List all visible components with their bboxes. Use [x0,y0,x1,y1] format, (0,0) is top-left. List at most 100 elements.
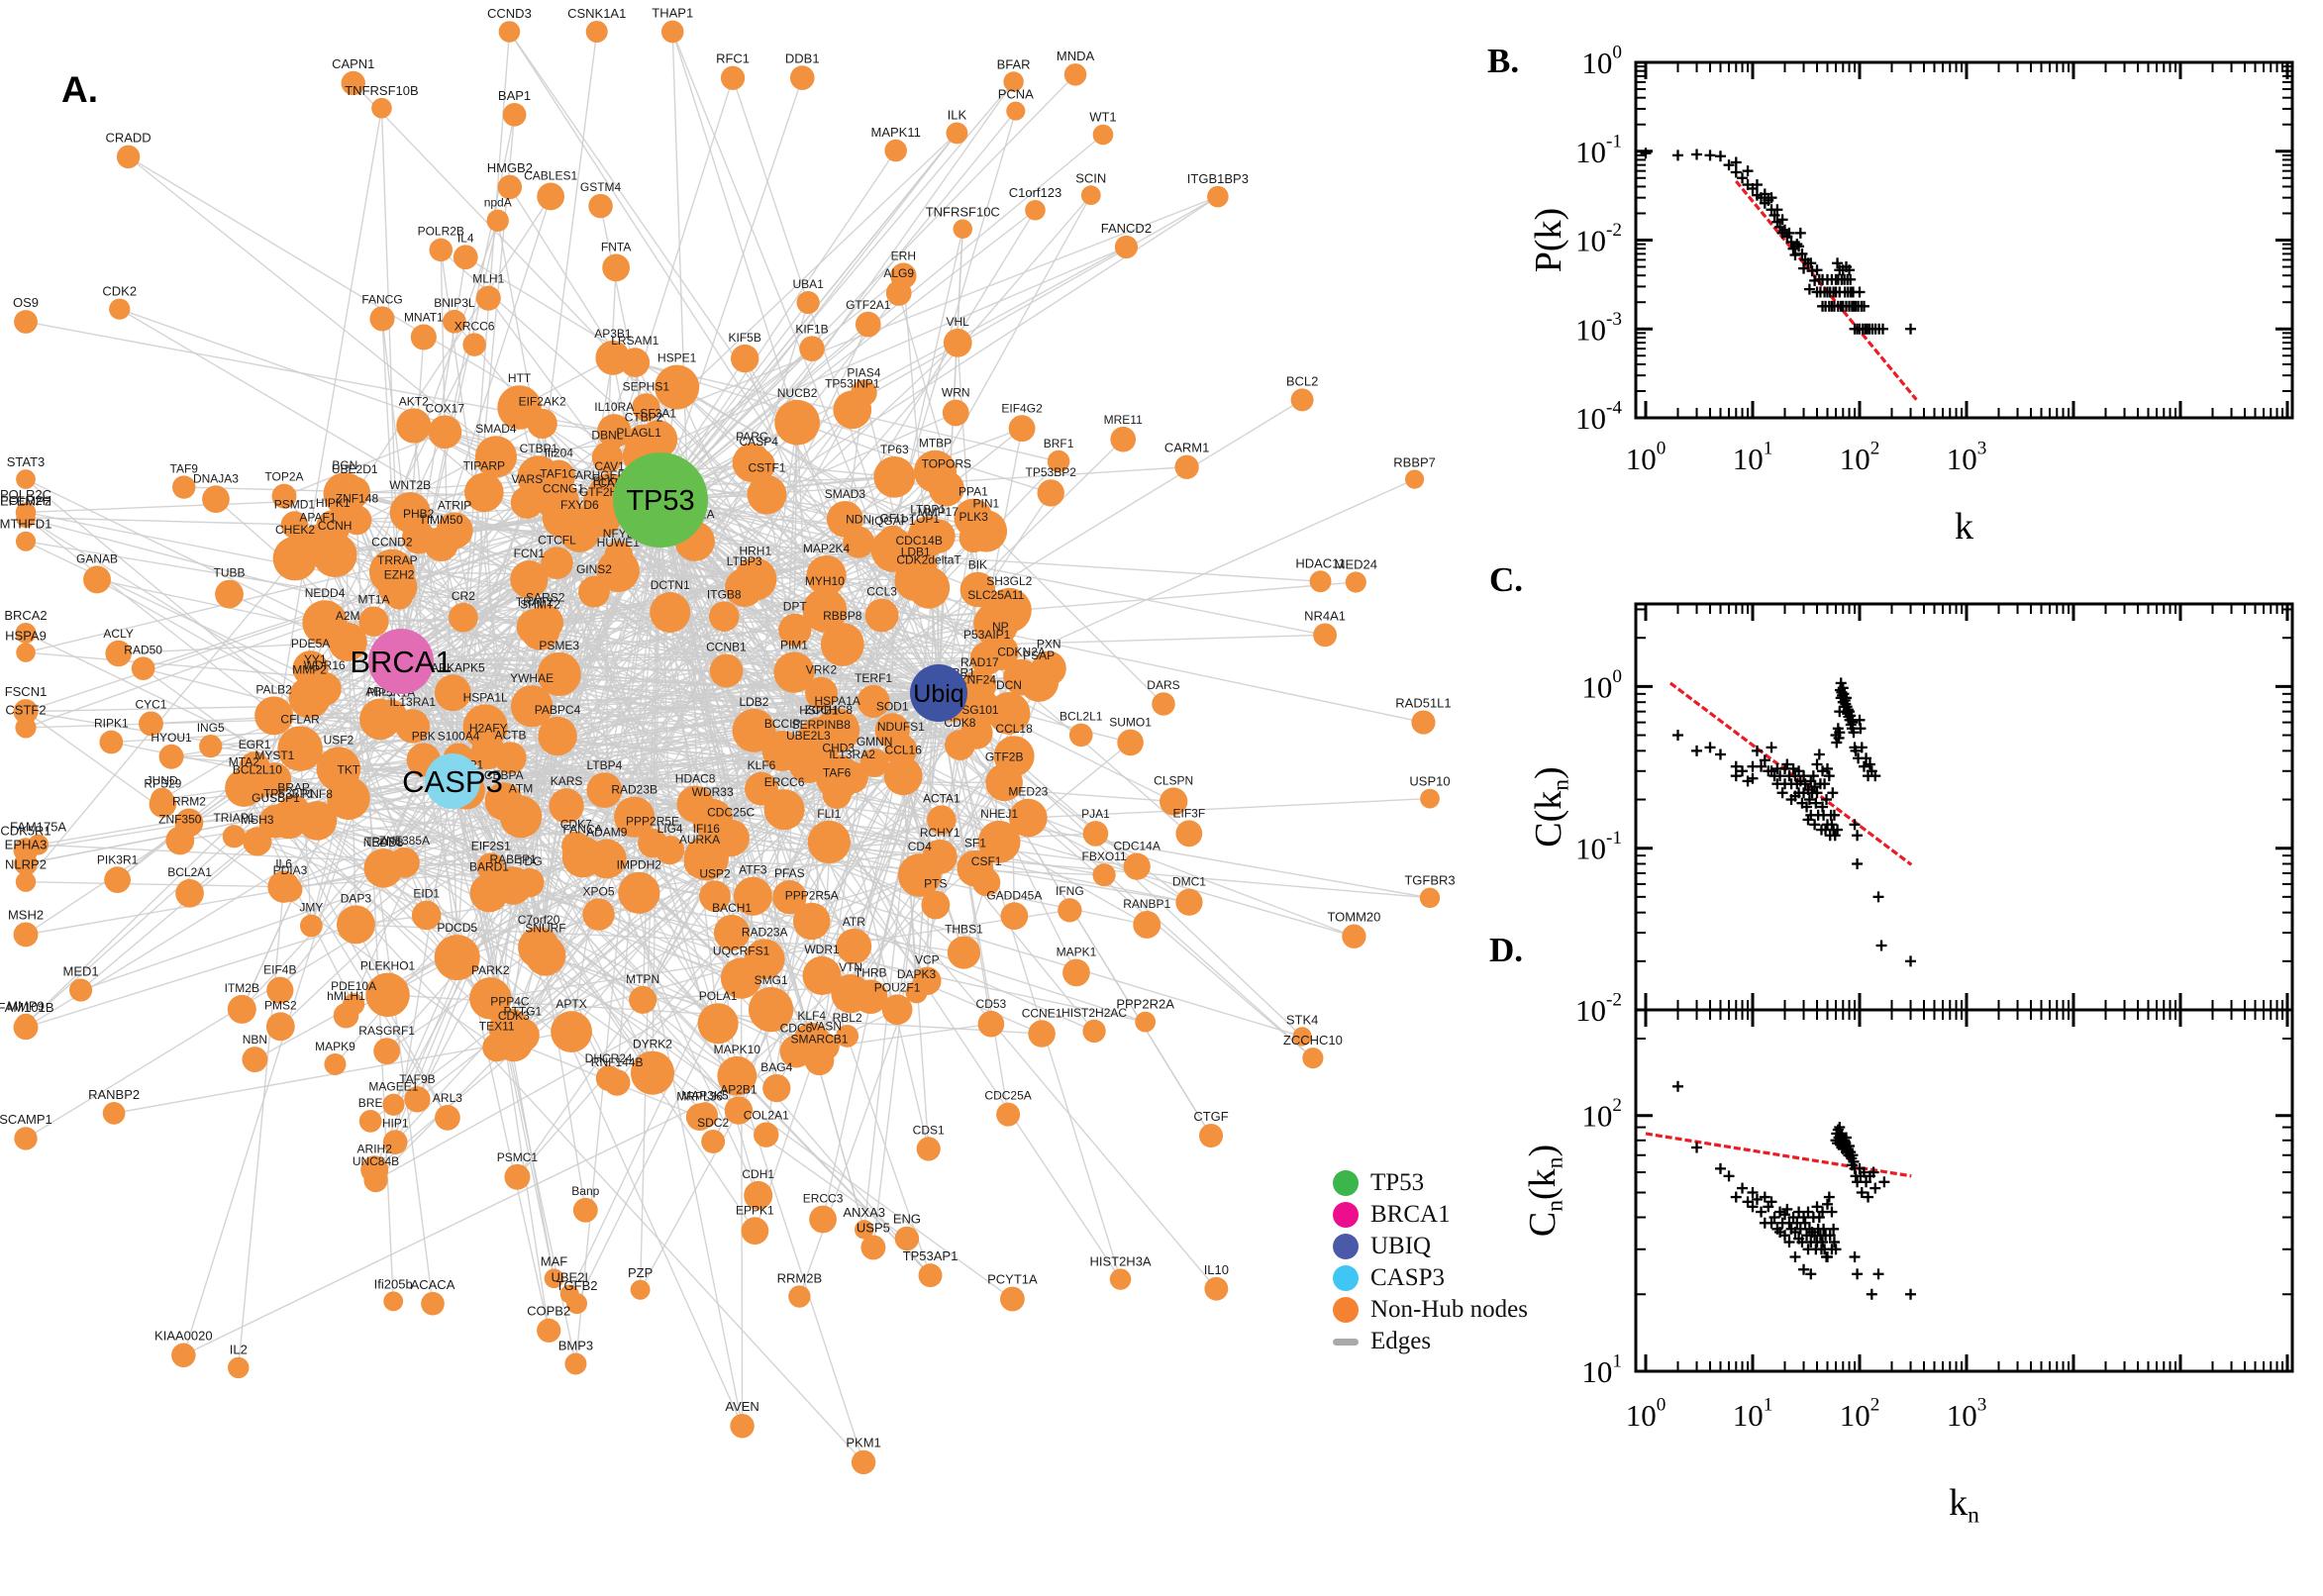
network-node-label: CDC25C [707,806,755,820]
network-node [1000,902,1029,931]
network-node-label: PIAS4 [847,366,880,380]
network-node [1290,388,1314,412]
network-node [1152,692,1175,716]
network-node [870,528,916,572]
network-node [1204,1276,1229,1301]
network-node [744,939,785,980]
network-node-label: WRN [942,386,970,400]
network-node-label: DAP3 [341,891,372,905]
network-node-label: hMLH1 [327,989,365,1003]
network-node-label: PPP2R5A [785,889,839,903]
tick-label: 103 [1947,1395,1987,1434]
network-node [462,333,486,356]
network-node [13,838,39,863]
network-node-label: PPP4C [490,995,530,1009]
network-node-label: TDG [517,854,542,868]
network-node-label: CAV1 [594,459,625,473]
network-node [972,867,1001,897]
network-node-label: NEDD4 [305,586,346,600]
network-node-label: PFAS [774,866,805,880]
network-node [116,145,141,169]
network-edge [671,31,701,862]
network-node-label: NDUFS1 [877,720,925,734]
network-node [493,866,533,905]
network-node-label: BARD1 [469,860,509,874]
network-edge [484,726,654,1073]
network-node [586,839,627,879]
network-node-label: CDK8 [944,716,975,730]
network-edge [796,422,936,472]
network-node-label: TP53BP2 [1026,465,1077,479]
network-node [918,1263,943,1288]
network-node-label: LDB1 [901,546,931,559]
network-node-label: POLR2B [418,225,464,239]
network-edge [671,31,940,694]
network-node-label: TRRAP [377,553,418,567]
legend-label: CASP3 [1370,1264,1446,1291]
network-node-label: MAGEE1 [368,1080,418,1094]
network-node-label: TOPORS [922,456,971,470]
network-node-label: YWHAE [510,671,554,685]
network-node [655,364,700,410]
network-node-label: APTX [556,997,586,1011]
network-node-label: ZNF385A [379,834,430,848]
network-node-label: CYC1 [135,697,166,711]
network-node-label: AVEN [725,1399,758,1414]
network-node [327,776,370,821]
network-node [434,674,471,712]
network-node-label: TERF1 [855,671,892,685]
network-node-label: RRM2 [172,795,206,809]
network-edge [25,780,454,864]
network-node-label: CCL18 [995,722,1033,736]
network-node-label: IL10 [1204,1262,1229,1277]
network-node-label: ACACA [411,1277,455,1292]
network-node-label: POLR2H [0,493,51,508]
network-node-label: RASGRF1 [358,1024,415,1038]
tick-label: 10-2 [1575,220,1622,258]
network-node-label: SARS2 [526,591,565,605]
tick-label: 101 [1581,1351,1622,1390]
network-node [943,328,972,357]
network-node-label: EFEMP2 [0,494,51,509]
network-node [960,571,996,608]
network-node-label: MLH1 [472,272,504,286]
network-node-label: CCNE1 [1022,1006,1062,1020]
network-node [131,656,155,680]
network-node [650,592,691,633]
network-node [243,827,272,856]
network-node-label: LTBP4 [587,758,623,772]
network-node-label: PIN1 [973,496,1000,510]
network-node-label: NDN [846,513,871,527]
network-node-label: CCNG1 [543,481,584,495]
network-node-label: CCND3 [487,6,532,21]
network-node-label: IL13RA2 [829,748,875,761]
network-node [215,579,244,609]
network-edge [317,820,607,860]
network-node-label: FBXO11 [1082,849,1127,863]
network-node-label: KLF6 [748,758,776,772]
network-node-label: BNIP3L [434,296,475,310]
network-node-label: USP5 [857,1220,890,1235]
network-node-label: CSTF1 [748,461,785,475]
network-node-label: ERCC6 [764,775,805,789]
network-node-label: SMARCB1 [790,1032,848,1046]
network-edge [581,587,746,857]
network-node [542,495,585,539]
network-node-label: SNURF [525,922,565,936]
network-node [105,640,132,667]
network-node [404,1086,431,1113]
network-node-label: ADAM9 [586,825,628,839]
network-node-label: PKM1 [846,1436,880,1450]
network-node-label: SDC2 [697,1116,729,1130]
network-node-label: NP [992,620,1009,634]
tick-label: 100 [1626,1395,1666,1434]
network-node [618,871,660,914]
network-node-label: TNFRSF10B [345,83,418,98]
legend-item-nonhub: Non-Hub nodes [1333,1297,1528,1323]
network-node-label: KIAA0020 [154,1329,213,1344]
network-node-label: COX17 [426,401,465,415]
network-node-label: DDB1 [785,50,820,65]
network-node-label: THAP1 [652,6,693,21]
legend-item-casp3: CASP3 [1333,1265,1528,1291]
network-node [788,1285,811,1308]
